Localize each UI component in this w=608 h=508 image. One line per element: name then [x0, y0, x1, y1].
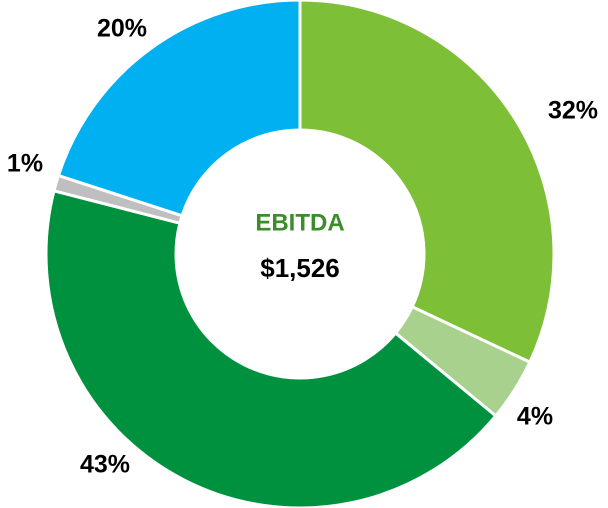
slices: [44, 0, 556, 508]
slice: [56, 0, 302, 218]
center-title: EBITDA: [255, 209, 344, 236]
value-label: 20%: [97, 15, 147, 43]
value-label: 32%: [548, 97, 598, 125]
center-value: $1,526: [260, 253, 340, 283]
slice: [44, 189, 498, 508]
value-label: 4%: [517, 403, 553, 431]
value-label: 1%: [7, 150, 43, 178]
slice: [298, 0, 556, 365]
value-label: 43%: [80, 451, 130, 479]
